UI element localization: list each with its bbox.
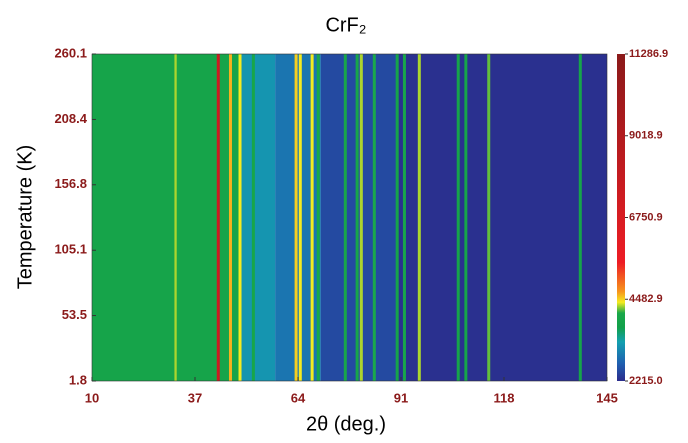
x-tick-label: 37 (188, 390, 202, 405)
peak-stripe (294, 54, 298, 381)
background-cell (92, 54, 241, 381)
background-cell (320, 54, 398, 381)
peak-stripe (372, 54, 376, 381)
peak-stripe (402, 54, 406, 381)
peak-stripe (316, 54, 320, 381)
colorbar-tick-label: 6750.9 (629, 211, 663, 223)
y-tick-label: 1.8 (69, 372, 87, 387)
chart-title: CrF₂ (325, 14, 366, 36)
y-axis-label: Temperature (K) (14, 145, 36, 290)
y-tick-label: 105.1 (54, 242, 87, 257)
x-tick-label: 145 (596, 390, 618, 405)
y-tick-label: 260.1 (54, 45, 87, 60)
plot-frame (91, 53, 608, 382)
peak-stripe (251, 54, 255, 381)
x-tick-label: 64 (291, 390, 306, 405)
colorbar-tick-label: 11286.9 (629, 48, 668, 60)
y-tick-label: 53.5 (62, 307, 87, 322)
y-tick-label: 156.8 (54, 176, 87, 191)
peak-stripe (355, 54, 359, 381)
colorbar-tick-label: 2215.0 (629, 375, 663, 387)
colorbar-tick-label: 4482.9 (629, 293, 663, 305)
x-tick-label: 10 (85, 390, 99, 405)
background-cell (397, 54, 607, 381)
peak-stripe (343, 54, 347, 381)
x-axis-label: 2θ (deg.) (306, 413, 386, 435)
peak-stripe (176, 54, 180, 381)
peak-stripe (464, 54, 468, 381)
peak-stripe (216, 54, 220, 381)
peak-stripe (417, 54, 421, 381)
peak-stripe (359, 54, 363, 381)
peak-stripe (238, 54, 242, 381)
background-cell (240, 54, 276, 381)
background-cell (275, 54, 321, 381)
peak-stripe (456, 54, 460, 381)
peak-stripe (228, 54, 232, 381)
peak-stripe (298, 54, 302, 381)
y-tick-label: 208.4 (54, 111, 87, 126)
x-tick-label: 91 (394, 390, 408, 405)
x-tick-label: 118 (494, 390, 515, 405)
peak-stripe (174, 54, 178, 381)
peak-stripe (310, 54, 314, 381)
peak-stripe (395, 54, 399, 381)
peak-stripe (578, 54, 582, 381)
colorbar-tick-label: 9018.9 (629, 130, 663, 142)
peak-stripe (487, 54, 491, 381)
colorbar (617, 54, 625, 381)
